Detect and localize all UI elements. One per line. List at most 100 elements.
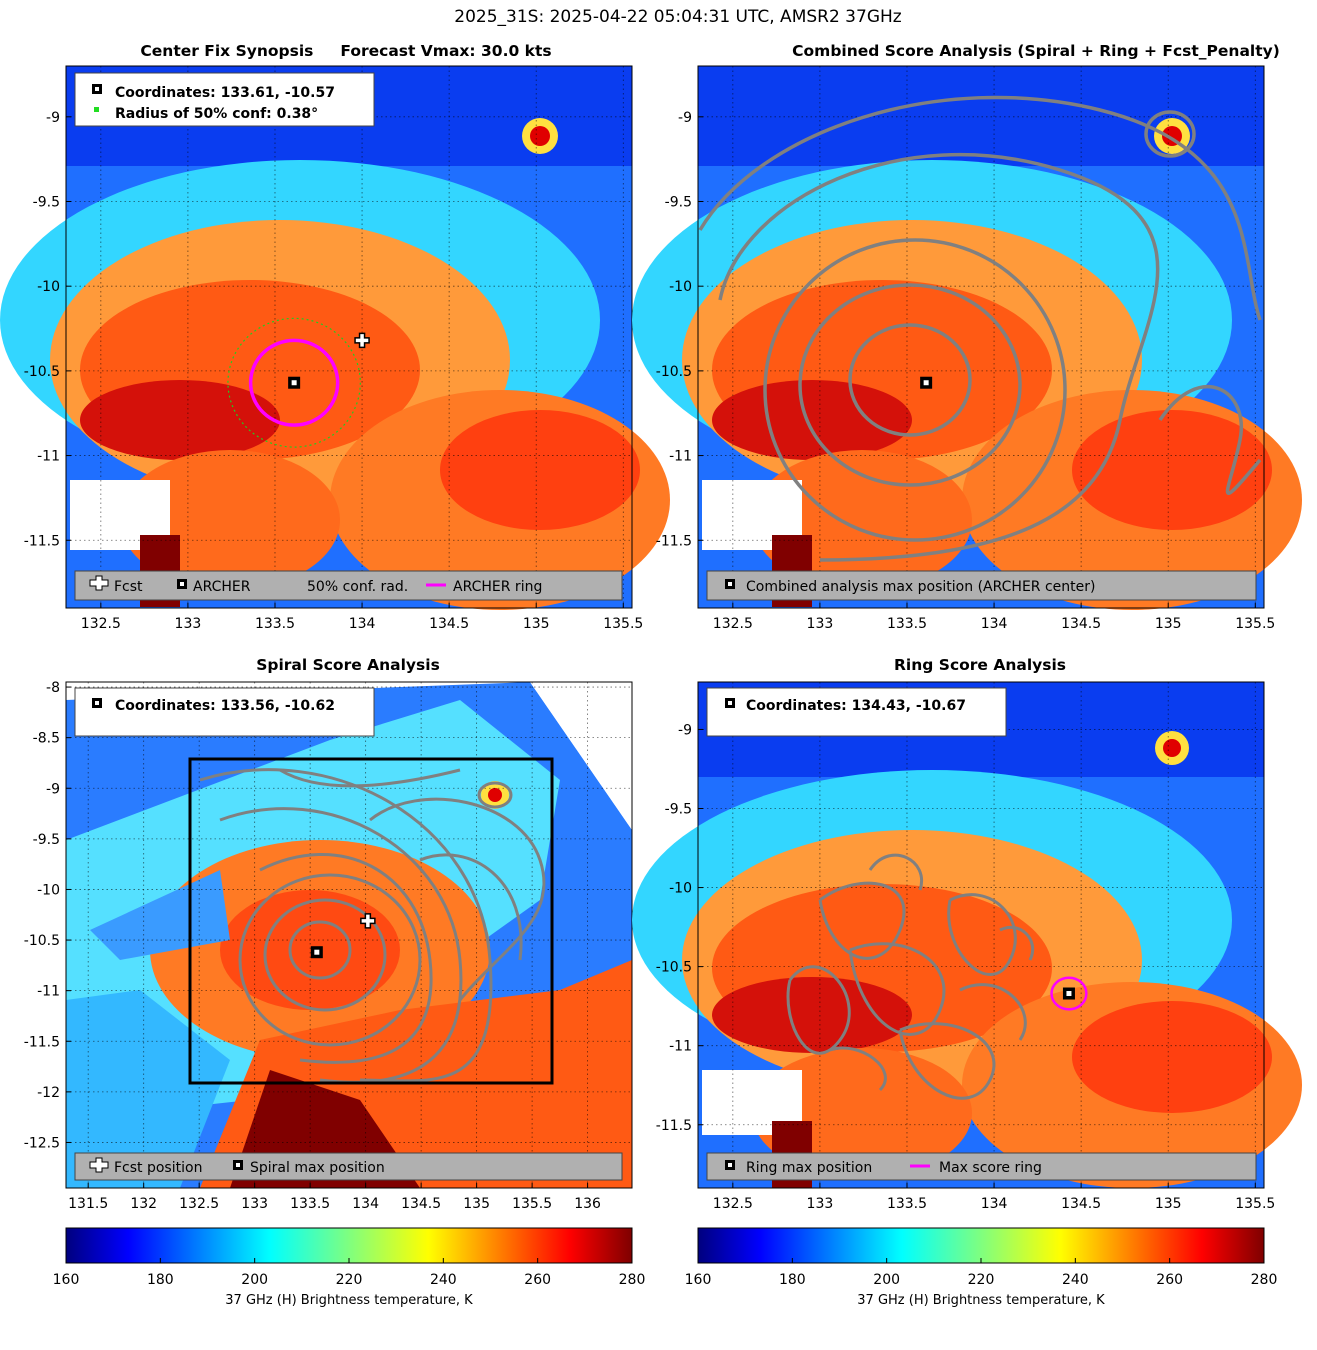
x-tick-label: 132.5 xyxy=(713,1196,753,1212)
legend-ring-max: Ring max position xyxy=(746,1160,872,1176)
x-tick-label: 133.5 xyxy=(887,616,927,632)
colorbar-tick-label: 260 xyxy=(1156,1272,1183,1288)
y-tick-label: -9.5 xyxy=(665,802,692,818)
y-tick-label: -10.5 xyxy=(656,364,692,380)
heatmap-center-fix xyxy=(0,66,670,610)
x-tick-label: 135.5 xyxy=(512,1196,552,1212)
axes-frame xyxy=(697,681,1265,1189)
colorbar-tick-label: 280 xyxy=(1251,1272,1278,1288)
x-tick-label: 133 xyxy=(807,1196,834,1212)
axes-frame xyxy=(65,65,633,609)
colorbar-tick-label: 240 xyxy=(430,1272,457,1288)
colorbar-tick-label: 240 xyxy=(1062,1272,1089,1288)
y-tick-label: -11 xyxy=(669,449,692,465)
conf-radius-circle xyxy=(227,317,361,448)
legend-max-score-ring: Max score ring xyxy=(939,1160,1042,1176)
y-tick-label: -9 xyxy=(678,722,692,738)
ring-max-marker xyxy=(1062,987,1075,1000)
combined-max-marker xyxy=(920,376,933,389)
spiral-max-marker xyxy=(310,946,323,959)
x-tick-label: 133.5 xyxy=(887,1196,927,1212)
info-box-spiral: Coordinates: 133.56, -10.62 xyxy=(74,687,375,737)
legend-archer-ring: ARCHER ring xyxy=(453,579,542,595)
colorbar-right-label: 37 GHz (H) Brightness temperature, K xyxy=(857,1293,1105,1308)
ring-shape xyxy=(227,317,361,448)
x-tick-label: 135.5 xyxy=(1235,1196,1275,1212)
y-tick-label: -10.5 xyxy=(656,960,692,976)
x-tick-label: 131.5 xyxy=(68,1196,108,1212)
x-tick-label: 135 xyxy=(1155,1196,1182,1212)
x-tick-label: 135 xyxy=(523,616,550,632)
legend-archer: ARCHER xyxy=(193,579,251,595)
legend-spiral: Fcst position Spiral max position xyxy=(74,1152,623,1181)
archer-center-marker xyxy=(288,376,301,389)
legend-spiral-max: Spiral max position xyxy=(250,1160,385,1176)
panel-title-spiral: Spiral Score Analysis xyxy=(256,656,440,674)
y-tick-label: -10.5 xyxy=(24,364,60,380)
y-tick-label: -9.5 xyxy=(33,195,60,211)
x-ticks-spiral: 131.5 132 132.5 133 133.5 134 134.5 135 135.5 136 xyxy=(68,1183,601,1212)
legend-combined: Combined analysis max position (ARCHER c… xyxy=(706,570,1257,601)
x-tick-label: 135 xyxy=(1155,616,1182,632)
marker-cross xyxy=(354,332,370,349)
y-tick-label: -11.5 xyxy=(24,1034,60,1050)
colorbar-tick-label: 220 xyxy=(336,1272,363,1288)
contours-combined xyxy=(698,95,1262,562)
x-tick-label: 134.5 xyxy=(429,616,469,632)
legend-ring: Ring max position Max score ring xyxy=(706,1152,1257,1181)
conf-radius-text: Radius of 50% conf: 0.38° xyxy=(115,106,318,122)
y-ticks-ring: -9 -9.5 -10 -10.5 -11 -11.5 xyxy=(656,722,703,1134)
colorbar-tick-label: 160 xyxy=(685,1272,712,1288)
contours-spiral xyxy=(199,768,546,1084)
figure-title: 2025_31S: 2025-04-22 05:04:31 UTC, AMSR2… xyxy=(454,7,901,27)
colorbar-tick-label: 260 xyxy=(524,1272,551,1288)
y-tick-label: -8.5 xyxy=(33,731,60,747)
ring-shape xyxy=(248,338,340,427)
x-tick-label: 133 xyxy=(241,1196,268,1212)
y-tick-label: -11 xyxy=(37,984,60,1000)
y-tick-label: -8 xyxy=(46,680,60,696)
y-tick-label: -9.5 xyxy=(33,832,60,848)
x-tick-label: 136 xyxy=(574,1196,601,1212)
y-tick-label: -11 xyxy=(37,449,60,465)
legend-fcst-position: Fcst position xyxy=(114,1160,202,1176)
colorbar-tick-label: 180 xyxy=(779,1272,806,1288)
archer-ring xyxy=(248,338,340,427)
y-tick-label: -12.5 xyxy=(24,1135,60,1151)
y-tick-label: -10 xyxy=(669,881,692,897)
x-tick-label: 133 xyxy=(807,616,834,632)
y-tick-label: -10 xyxy=(37,882,60,898)
x-tick-label: 133 xyxy=(175,616,202,632)
x-tick-label: 133.5 xyxy=(255,616,295,632)
y-tick-label: -11 xyxy=(669,1039,692,1055)
y-tick-label: -9.5 xyxy=(665,195,692,211)
colorbar-left: 160 180 200 220 240 260 280 37 GHz (H) Brightn… xyxy=(53,1227,645,1308)
legend-fcst: Fcst xyxy=(114,579,143,595)
coordinates-text: Coordinates: 133.61, -10.57 xyxy=(115,85,335,101)
axes-frame xyxy=(65,681,633,1189)
y-ticks-combined: -9 -9.5 -10 -10.5 -11 -11.5 xyxy=(656,110,703,549)
y-tick-label: -11.5 xyxy=(656,1118,692,1134)
x-ticks-center-fix: 132.5 133 133.5 134 134.5 135 135.5 xyxy=(81,603,643,632)
x-tick-label: 134.5 xyxy=(401,1196,441,1212)
colorbar-right: 160 180 200 220 240 260 280 37 GHz (H) Brightn… xyxy=(685,1227,1278,1308)
info-box-center-fix: Coordinates: 133.61, -10.57 Radius of 50… xyxy=(74,72,375,127)
panel-title-center-fix: Center Fix Synopsis Forecast Vmax: 30.0 … xyxy=(140,42,551,60)
colorbar-tick-label: 220 xyxy=(968,1272,995,1288)
x-tick-label: 132.5 xyxy=(179,1196,219,1212)
info-box-ring: Coordinates: 134.43, -10.67 xyxy=(706,687,1007,737)
x-tick-label: 134.5 xyxy=(1061,616,1101,632)
contours-ring xyxy=(786,853,1035,1100)
ring-shape xyxy=(1050,976,1088,1011)
x-tick-label: 135 xyxy=(463,1196,490,1212)
x-tick-label: 132 xyxy=(130,1196,157,1212)
x-tick-label: 134 xyxy=(352,1196,379,1212)
x-tick-label: 134 xyxy=(349,616,376,632)
y-tick-label: -9 xyxy=(46,110,60,126)
spiral-forecast-marker xyxy=(360,913,376,929)
y-tick-label: -11.5 xyxy=(24,533,60,549)
colorbar-tick-label: 200 xyxy=(241,1272,268,1288)
x-tick-label: 134.5 xyxy=(1061,1196,1101,1212)
colorbar-tick-label: 160 xyxy=(53,1272,80,1288)
colorbar-right-ticks: 160 180 200 220 240 260 280 xyxy=(685,1258,1278,1288)
